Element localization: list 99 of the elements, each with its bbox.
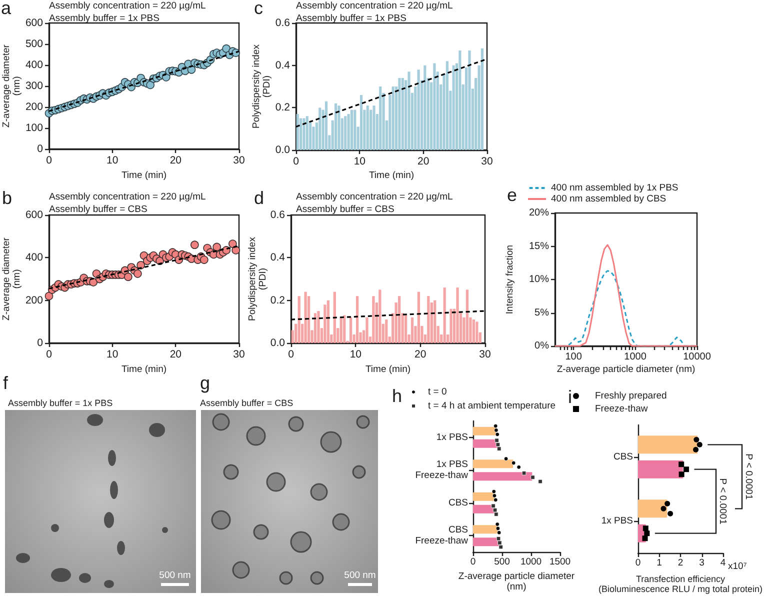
legend-label: t = 4 h at ambient temperature [428,400,556,412]
y-tick-label: 100 [25,122,44,134]
y-tick-label: 600 [25,17,44,29]
text: Assembly buffer = 1x PBS [8,398,113,408]
y-axis-title: Polydispersity index (PDI) [250,44,272,128]
x-axis-title: Z-average particle diameter (nm) [458,570,575,592]
x-tick-label: 1000 [624,352,647,362]
y-tick-label: CBS [448,497,468,508]
x-axis-title: Time (min) [121,170,167,181]
y-tick-label: 0.0 [275,144,290,156]
text: d [254,188,264,208]
x-tick-label: 10 [350,348,362,360]
legend-label: 400 nm assembled by CBS [551,194,666,204]
y-axis-title: Intensity fraction [504,244,516,314]
x-tick-label: 0 [46,348,52,360]
y-tick-label: 20% [528,208,550,218]
legend-label: 400 nm assembled by 1x PBS [551,182,678,194]
x-tick-label: 3 [699,558,704,568]
x-tick-label: 4 [720,558,726,568]
y-tick-label: 0.2 [275,102,290,114]
text: b [2,188,12,208]
x-tick-label: 10000 [683,352,712,362]
x-tick-label: 30 [233,154,245,166]
y-tick-label: 400 [25,59,44,71]
y-tick-label: 0% [534,340,550,352]
y-tick-label: CBS [613,452,633,462]
x-tick-label: 0 [635,558,641,568]
y-tick-label: 0.0 [270,337,286,349]
y-axis-title: Z-average diameter (nm) [0,44,22,128]
x-tick-label: 0 [470,556,476,568]
text: h [392,386,402,406]
text: f [3,373,9,393]
chart-title: Assembly concentration = 220 µg/mL [296,0,453,12]
legend-label: t = 0 [428,386,447,398]
legend-label: Freeze-thaw [595,404,648,414]
x-tick-label: 20 [170,154,182,166]
chart-subtitle: Assembly buffer = CBS [296,204,394,215]
chart-title: Assembly concentration = 220 µg/mL [296,191,453,202]
y-tick-label: 5% [534,307,550,318]
y-tick-label: 0 [37,337,44,349]
text: x10⁷ [728,561,748,572]
y-tick-label: 0.6 [275,17,290,29]
x-axis-title: Transfection efficiency (Bioluminescence RLU / mg total protein) [598,574,763,594]
y-tick-label: 400 [25,252,44,264]
y-tick-label: 0.2 [270,294,286,306]
text: P < 0.0001 [743,454,754,500]
chart-subtitle: Assembly buffer = CBS [49,204,148,215]
text: c [254,0,263,18]
x-tick-label: 30 [233,348,245,360]
chart-subtitle: Assembly buffer = 1x PBS [296,12,406,24]
x-tick-label: 100 [565,352,582,362]
y-tick-label: 0.4 [270,252,286,264]
y-axis-title: Polydispersity index (PDI) [246,236,268,321]
x-tick-label: 1000 [520,556,542,568]
x-tick-label: 1 [656,558,662,568]
x-tick-label: 10 [106,348,118,360]
y-tick-label: 0 [37,143,44,155]
legend-label: Freshly prepared [595,390,667,402]
y-tick-label: 200 [25,101,44,113]
text: i [568,387,572,407]
y-tick-label: 500 [25,38,44,50]
x-axis-title: Z-average particle diameter (nm) [556,364,696,375]
x-tick-label: 2 [678,558,684,568]
text: a [1,0,12,18]
x-tick-label: 0 [293,156,300,168]
y-tick-label: 1x PBS [601,516,633,526]
y-tick-label: 0.4 [275,59,290,72]
text: g [200,373,210,393]
y-tick-label: 0.6 [270,209,286,221]
x-axis-title: Time (min) [121,364,167,375]
annotation: P < 0.0001 [717,478,728,524]
x-tick-label: 20 [417,156,430,168]
x-axis-title: Time (min) [368,170,414,181]
x-axis-title: Time (min) [365,364,411,375]
text: Assembly buffer = CBS [200,398,294,408]
x-tick-label: 30 [479,348,491,360]
chart-title: Assembly concentration = 220 µg/mL [49,0,206,12]
x-tick-label: 20 [170,348,182,360]
text: 500 nm [344,570,376,581]
y-tick-label: 1x PBS Freeze-thaw [415,459,468,482]
x-tick-label: 0 [46,154,52,166]
y-tick-label: 600 [25,209,44,221]
y-tick-label: 300 [25,80,44,92]
y-tick-label: 1x PBS [436,432,468,443]
y-axis-title: Z-average diameter (nm) [0,238,22,320]
x-tick-label: 1500 [549,556,571,568]
chart-title: Assembly concentration = 220 µg/mL [49,191,206,202]
x-tick-label: 20 [414,348,426,360]
y-tick-label: 15% [528,240,550,252]
x-tick-label: 500 [494,556,510,568]
x-tick-label: 30 [481,156,493,168]
x-tick-label: 10 [354,156,366,168]
y-tick-label: 200 [25,294,44,306]
y-tick-label: CBS Freeze-thaw [415,524,468,547]
text: e [507,185,518,205]
text: 500 nm [159,570,191,581]
chart-subtitle: Assembly buffer = 1x PBS [49,12,160,24]
x-tick-label: 10 [106,154,118,166]
y-tick-label: 10% [528,274,550,285]
